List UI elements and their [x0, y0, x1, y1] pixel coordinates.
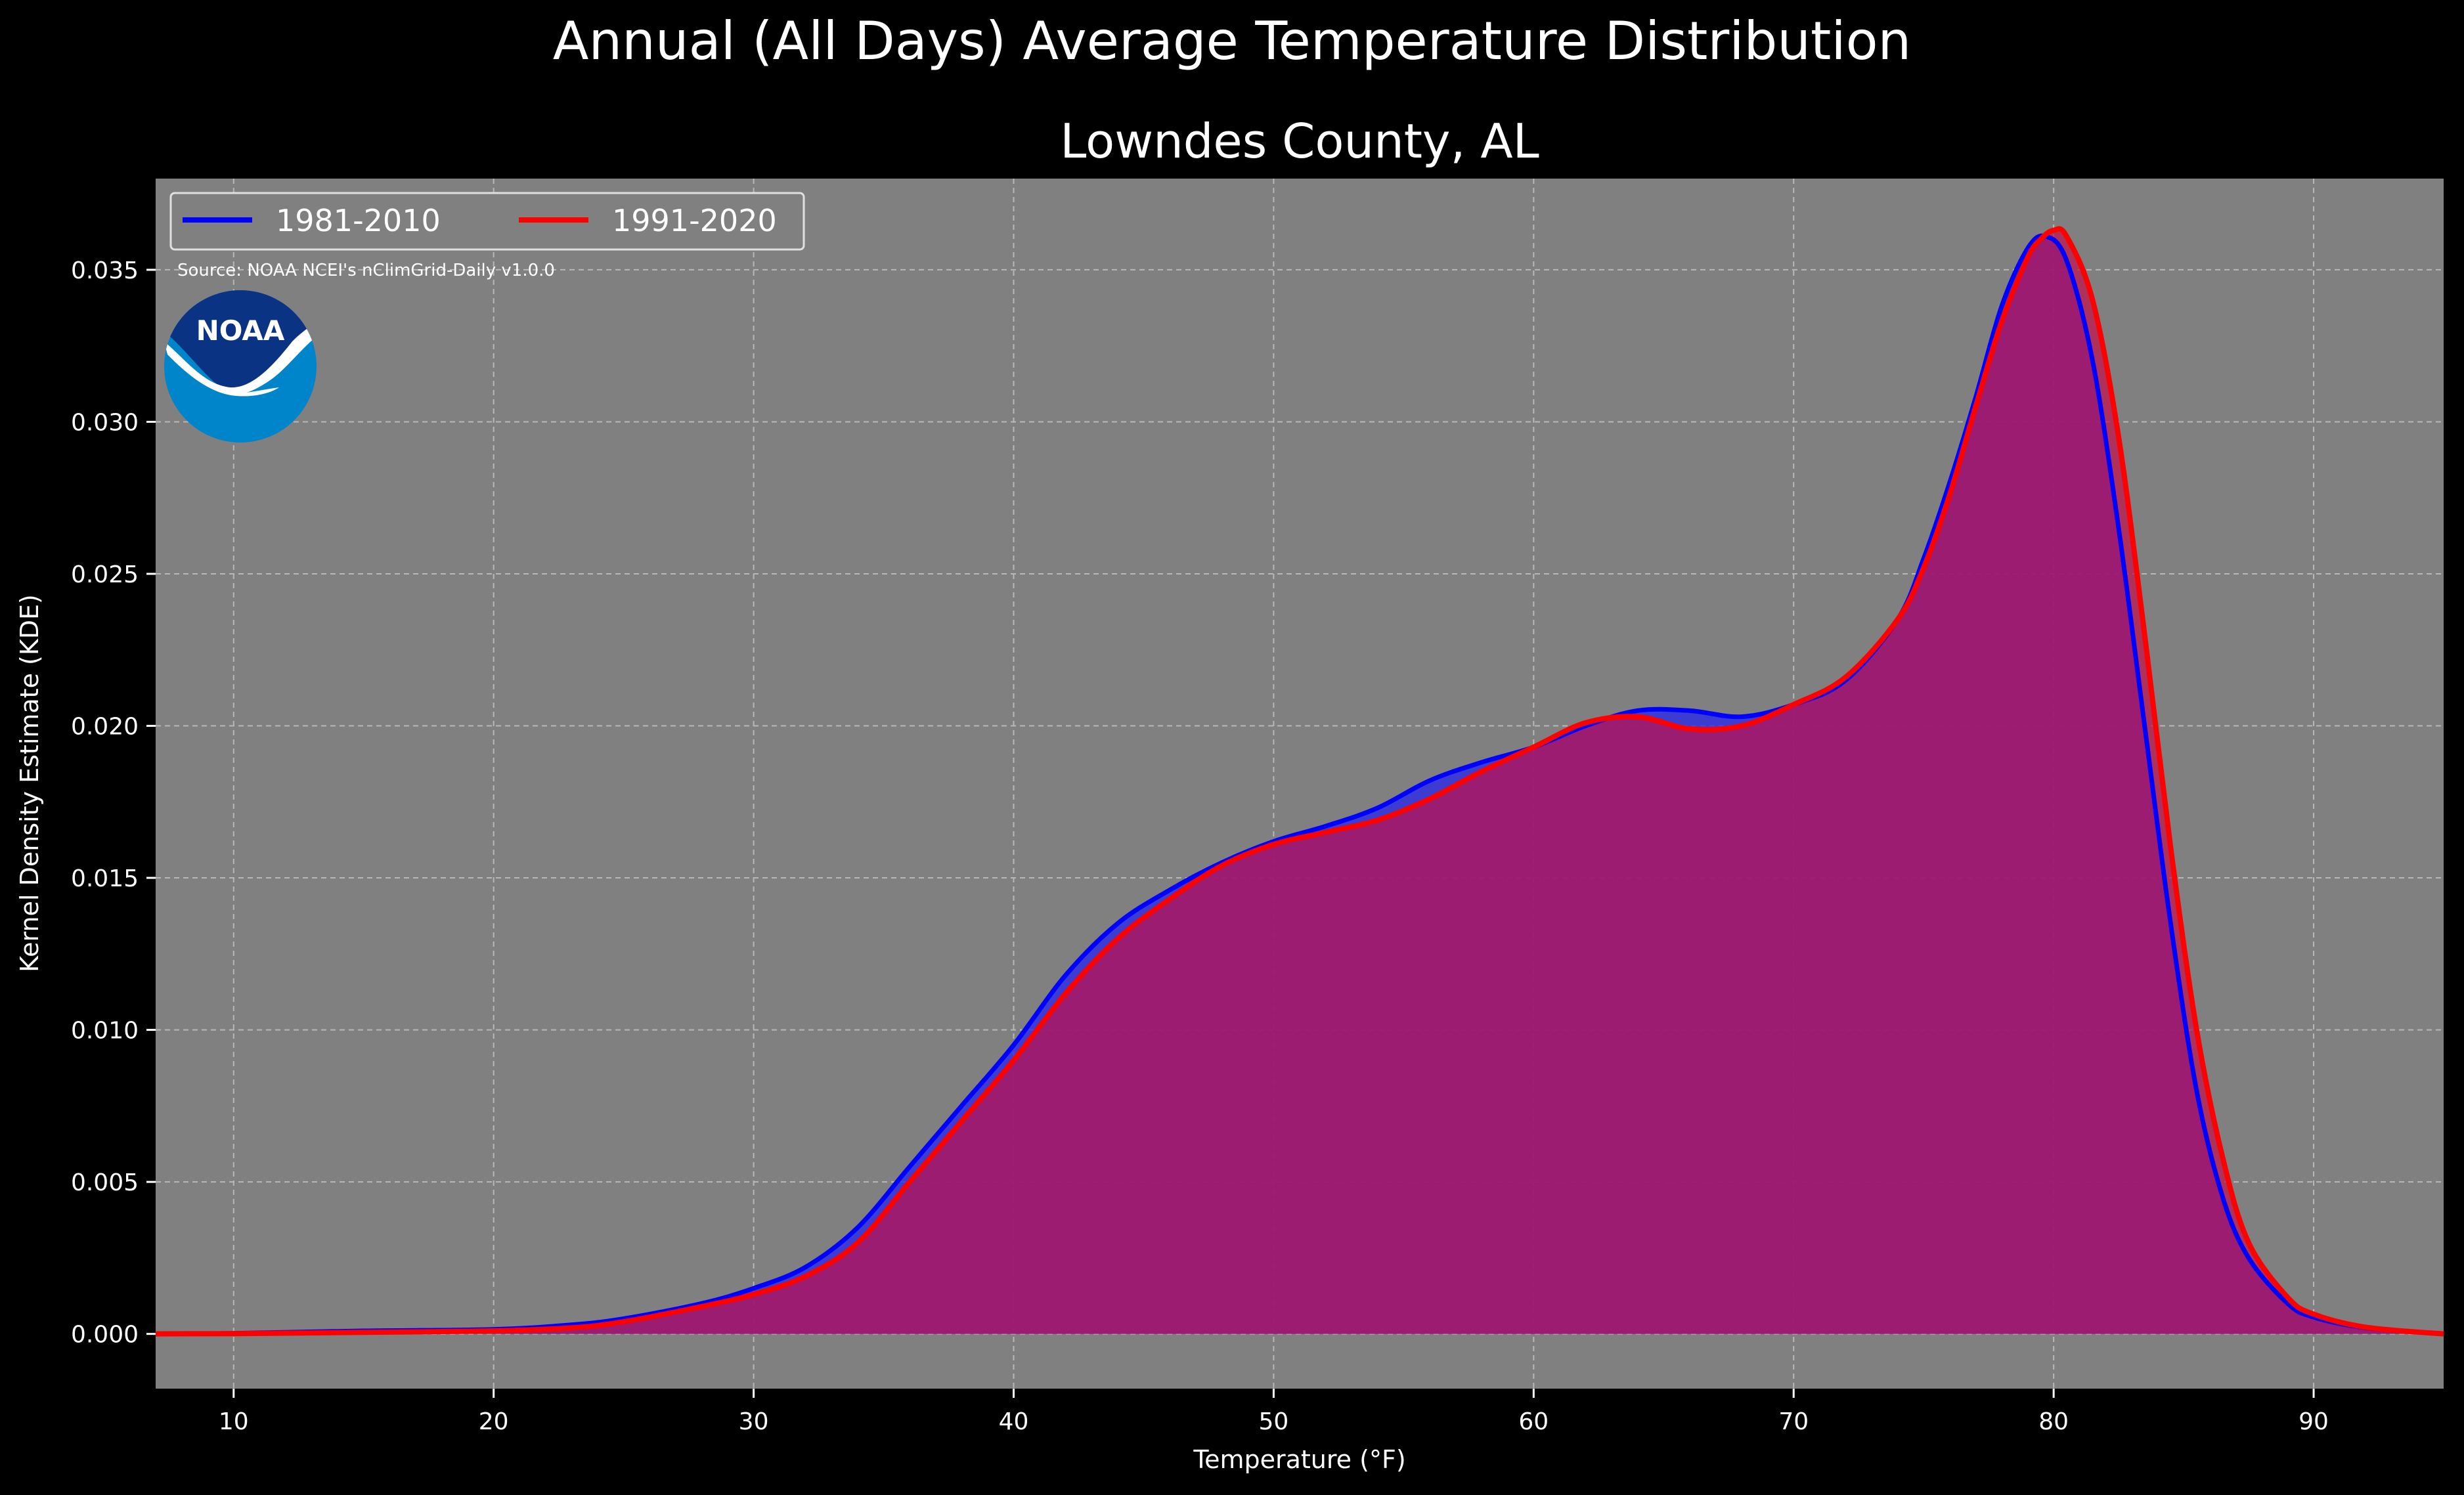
x-tick-label-50: 50: [1259, 1408, 1289, 1435]
y-tick-label-4: 0.020: [71, 714, 139, 741]
x-tick-label-40: 40: [999, 1408, 1029, 1435]
y-tick-label-5: 0.025: [71, 561, 139, 588]
axes: 10 20 30 40 50 60 70 80 90 0.000 0.005 0.010 0.015 0.…: [71, 257, 2329, 1435]
source-note: Source: NOAA NCEI's nClimGrid-Daily v1.0…: [177, 261, 555, 280]
noaa-logo-top: [164, 290, 317, 392]
x-tick-label-60: 60: [1518, 1408, 1549, 1435]
x-tick-label-20: 20: [479, 1408, 509, 1435]
legend: 1981-2010 1991-2020: [169, 192, 805, 251]
x-tick-label-90: 90: [2299, 1408, 2329, 1435]
series-layer: [155, 226, 2444, 1337]
y-tick-label-3: 0.015: [71, 865, 139, 892]
legend-label-1981-2010: 1981-2010: [276, 203, 441, 238]
y-tick-label-2: 0.010: [71, 1018, 139, 1045]
x-tick-label-80: 80: [2038, 1408, 2069, 1435]
y-tick-label-6: 0.030: [71, 409, 139, 436]
noaa-logo-bird-icon: [164, 318, 317, 397]
y-tick-label-1: 0.005: [71, 1169, 139, 1196]
y-tick-label-7: 0.035: [71, 257, 139, 284]
x-tick-label-10: 10: [219, 1408, 249, 1435]
x-axis-label: Temperature (°F): [1193, 1445, 1405, 1474]
area-fill-1991-2020: [156, 228, 2444, 1334]
x-tick-label-70: 70: [1778, 1408, 1809, 1435]
legend-box: [169, 192, 805, 251]
x-tick-label-30: 30: [739, 1408, 769, 1435]
y-axis-label: Kernel Density Estimate (KDE): [15, 594, 44, 972]
series-line-1981-2010: [155, 233, 2444, 1337]
legend-label-1991-2020: 1991-2020: [612, 203, 777, 238]
figure-suptitle: Annual (All Days) Average Temperature Di…: [553, 11, 1911, 72]
noaa-logo-text: NOAA: [196, 314, 285, 347]
series-line-1991-2020: [155, 226, 2444, 1337]
chart-title: Lowndes County, AL: [1060, 114, 1539, 169]
y-tick-label-0: 0.000: [71, 1322, 139, 1349]
noaa-logo: NOAA: [164, 290, 317, 443]
